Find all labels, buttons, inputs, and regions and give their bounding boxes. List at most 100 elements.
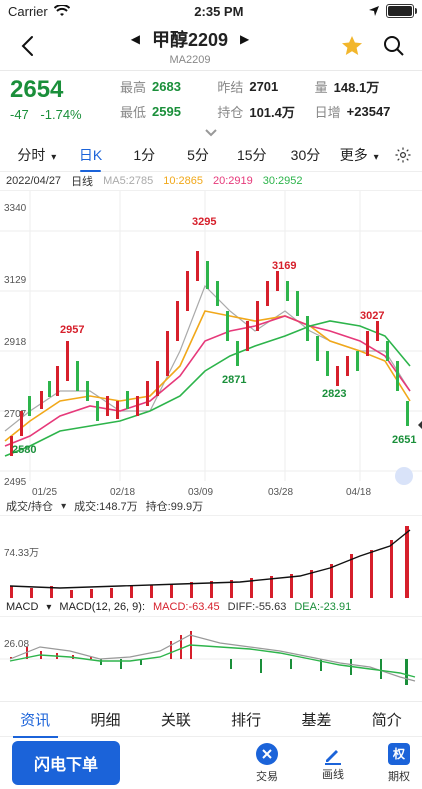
tab-30min[interactable]: 30分 — [279, 145, 333, 165]
legend-ma10: 10:2865 — [163, 175, 203, 187]
draw-label: 画线 — [322, 769, 344, 781]
volume-panel-header: 成交/持仓 ▾ 成交:148.7万 持仓:99.9万 — [0, 497, 422, 515]
macd-svg: 26.08 — [0, 631, 422, 685]
star-icon — [341, 36, 362, 55]
tab-related[interactable]: 关联 — [141, 709, 211, 730]
x-label-0125: 01/25 — [32, 487, 57, 497]
tab-label: 排行 — [231, 711, 262, 729]
x-label-0218: 02/18 — [110, 487, 135, 497]
tab-label: 更多 — [339, 147, 368, 163]
kline-chart[interactable]: 3340 3129 2918 2707 2495 01/25 02/18 03/… — [0, 190, 422, 498]
flash-order-button[interactable]: 闪电下单 — [12, 741, 121, 785]
stat-label: 持仓 — [217, 105, 244, 120]
annotation-3027: 3027 — [360, 310, 384, 322]
settings-button[interactable] — [386, 146, 412, 164]
back-icon — [21, 36, 33, 56]
y-label-2918: 2918 — [4, 337, 27, 348]
search-button[interactable] — [380, 32, 408, 60]
stat-value: 2683 — [152, 79, 181, 94]
option-label: 期权 — [388, 770, 410, 783]
tab-detail[interactable]: 明细 — [70, 709, 140, 730]
annotation-3169: 3169 — [272, 260, 296, 272]
tab-basis[interactable]: 基差 — [281, 709, 351, 730]
stat-value: 2595 — [152, 104, 181, 119]
change-percent: -1.74% — [40, 107, 82, 122]
legend-ma5: MA5:2785 — [103, 175, 154, 187]
tab-label: 简介 — [371, 711, 402, 729]
tab-5min[interactable]: 5分 — [171, 145, 225, 165]
tab-1min[interactable]: 1分 — [117, 145, 171, 165]
y-label-3340: 3340 — [4, 203, 27, 214]
carrier-group: Carrier — [8, 4, 70, 19]
stat-daily-increase: 日增 +23547 — [315, 102, 412, 121]
stat-value: 148.1万 — [333, 80, 380, 95]
tab-more[interactable]: 更多 ▾ — [332, 145, 386, 165]
tab-timeshare[interactable]: 分时 ▾ — [10, 145, 64, 165]
tab-intro[interactable]: 简介 — [352, 709, 422, 730]
dropdown-arrow-icon[interactable]: ▾ — [46, 601, 52, 613]
contract-title: 甲醇2209 — [151, 30, 229, 50]
x-label-0418: 04/18 — [346, 487, 371, 497]
annotation-2823: 2823 — [322, 388, 346, 400]
chevron-down-icon — [205, 129, 217, 137]
next-contract-icon[interactable]: ▶ — [240, 32, 250, 46]
last-price: 2654 — [10, 76, 64, 103]
prev-contract-icon[interactable]: ◀ — [130, 32, 140, 46]
search-icon — [383, 36, 404, 56]
legend-ma20: 20:2919 — [212, 175, 253, 187]
dropdown-arrow-icon: ▾ — [51, 152, 57, 163]
stat-high: 最高 2683 — [120, 77, 217, 96]
diff-value: DIFF:-55.63 — [227, 601, 287, 613]
pencil-icon — [325, 750, 341, 765]
macd-axis-label: 26.08 — [4, 639, 29, 650]
contract-switcher: ◀ 甲醇2209 ▶ MA2209 — [131, 26, 250, 66]
quote-panel: 2654 -47 -1.74% 最高 2683 昨结 2701 量 148.1万… — [0, 71, 422, 129]
volume-chart[interactable]: 74.33万 — [0, 515, 422, 598]
contract-code: MA2209 — [169, 54, 211, 66]
legend-type: 日线 — [71, 176, 94, 188]
tab-news[interactable]: 资讯 — [0, 709, 70, 738]
price-change: -47 -1.74% — [10, 107, 120, 122]
trade-icon — [256, 742, 278, 765]
period-tabs: 分时 ▾ 日K 1分 5分 15分 30分 更多 ▾ — [0, 139, 422, 172]
gear-icon — [395, 147, 411, 163]
favorite-button[interactable] — [338, 32, 366, 60]
change-value: -47 — [10, 107, 29, 122]
annotation-2580: 2580 — [12, 444, 36, 456]
stat-label: 最高 — [120, 80, 147, 95]
volume-title: 成交/持仓 — [6, 501, 54, 513]
tab-15min[interactable]: 15分 — [225, 145, 279, 165]
tab-daily-k[interactable]: 日K — [64, 145, 118, 172]
legend-ma30: 30:2952 — [262, 175, 303, 187]
dropdown-arrow-icon[interactable]: ▾ — [61, 500, 67, 512]
collapse-handle[interactable] — [0, 129, 422, 139]
footer-actions: 交易 画线 权 期权 — [256, 742, 410, 784]
y-label-2495: 2495 — [4, 477, 27, 488]
battery-icon — [386, 4, 417, 18]
tab-label: 15分 — [236, 147, 267, 163]
option-button[interactable]: 权 期权 — [388, 742, 410, 784]
stat-prev-settle: 昨结 2701 — [217, 77, 314, 96]
tab-ranking[interactable]: 排行 — [211, 709, 281, 730]
kline-svg: 3340 3129 2918 2707 2495 01/25 02/18 03/… — [0, 191, 422, 498]
open-interest-value: 持仓:99.9万 — [145, 501, 204, 513]
wifi-icon — [53, 5, 70, 16]
trade-button[interactable]: 交易 — [256, 742, 278, 784]
stats-grid: 最高 2683 昨结 2701 量 148.1万 最低 2595 持仓 101.… — [120, 77, 412, 129]
stat-low: 最低 2595 — [120, 102, 217, 121]
fullscreen-icon[interactable] — [395, 467, 413, 485]
stat-label: 昨结 — [217, 80, 244, 95]
volume-axis-label: 74.33万 — [4, 548, 39, 559]
tab-label: 1分 — [133, 147, 156, 163]
macd-params: MACD(12, 26, 9): — [59, 601, 146, 613]
stat-value: 101.4万 — [249, 105, 295, 120]
macd-title: MACD — [6, 601, 39, 613]
stat-volume: 量 148.1万 — [315, 77, 412, 96]
bottom-bar: 闪电下单 交易 画线 权 期权 — [0, 736, 422, 789]
x-label-0328: 03/28 — [268, 487, 293, 497]
back-button[interactable] — [14, 32, 42, 60]
price-marker-icon — [418, 421, 422, 429]
tab-label: 30分 — [290, 147, 321, 163]
macd-chart[interactable]: 26.08 — [0, 616, 422, 701]
tab-label: 5分 — [187, 147, 209, 163]
